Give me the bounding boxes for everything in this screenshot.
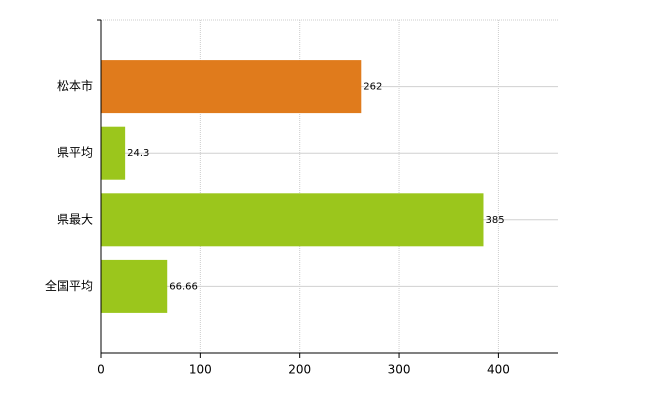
bar bbox=[101, 126, 126, 180]
bar bbox=[101, 193, 484, 247]
x-tick-label: 300 bbox=[388, 363, 411, 377]
y-tick-label: 県最大 bbox=[57, 212, 93, 226]
y-tick-label: 松本市 bbox=[57, 78, 93, 93]
value-label: 66.66 bbox=[169, 281, 198, 292]
x-tick-label: 100 bbox=[189, 363, 212, 377]
x-tick-label: 200 bbox=[288, 363, 311, 377]
bar bbox=[101, 259, 168, 313]
y-tick-label: 全国平均 bbox=[45, 278, 93, 293]
x-tick-label: 0 bbox=[97, 363, 105, 377]
bar bbox=[101, 60, 362, 114]
x-tick-label: 400 bbox=[487, 363, 510, 377]
y-tick-label: 県平均 bbox=[57, 146, 93, 160]
value-label: 262 bbox=[363, 82, 382, 93]
value-label: 385 bbox=[485, 215, 504, 226]
value-label: 24.3 bbox=[127, 148, 149, 159]
